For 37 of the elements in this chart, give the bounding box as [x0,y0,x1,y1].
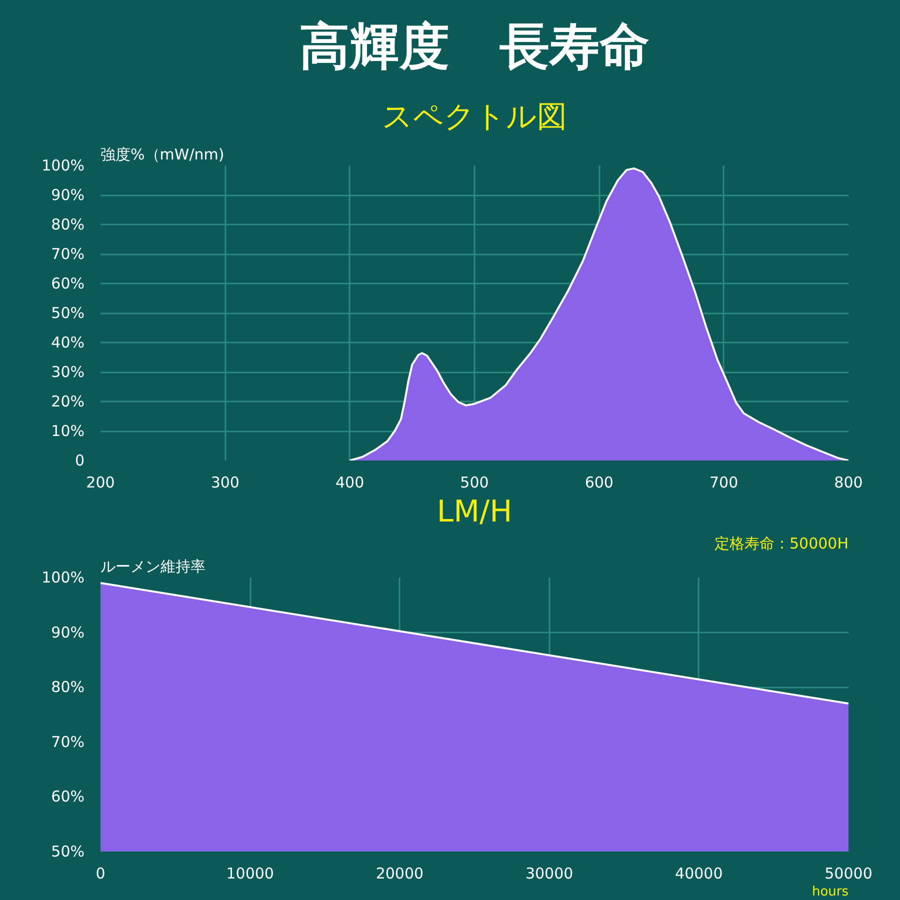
y-axis-title: ルーメン維持率 [100,558,206,576]
text: 定格寿命：50000H [714,534,849,552]
y-axis-title: 強度%（mW/nm) [100,146,224,164]
chart-title: 高輝度 長寿命 [300,18,650,76]
x-tick-label: 50000 [824,864,872,882]
x-tick-label: 20000 [376,864,424,882]
y-tick-label: 100% [42,156,85,174]
x-tick-label: 800 [834,474,863,492]
y-tick-label: 50% [51,842,85,860]
y-tick-label: 0 [74,452,85,470]
x-tick-label: 500 [460,474,489,492]
y-tick-label: 20% [51,392,85,410]
x-tick-label: 600 [584,474,614,492]
y-tick-label: 50% [51,304,85,322]
x-tick-label: 30000 [525,864,574,882]
y-tick-label: 60% [51,274,85,292]
y-tick-label: 70% [51,732,85,751]
x-tick-label: 0 [96,864,106,882]
x-tick-label: 10000 [226,864,274,882]
chart-title: LM/H [436,494,512,530]
x-tick-label: 40000 [675,864,723,882]
x-tick-label: 700 [710,474,738,492]
y-tick-label: 10% [51,422,85,440]
x-tick-label: 400 [336,474,364,492]
x-tick-label: 200 [86,474,115,492]
chart-subtitle: スペクトル図 [382,100,567,134]
y-tick-label: 90% [51,623,85,642]
x-tick-label: 300 [210,474,240,492]
y-tick-label: 70% [51,245,85,263]
y-tick-label: 40% [51,334,85,352]
y-tick-label: 90% [51,186,85,204]
x-axis-title: hours [812,884,849,900]
y-tick-label: 60% [51,788,85,806]
y-tick-label: 80% [51,678,85,696]
y-tick-label: 100% [42,568,85,586]
y-tick-label: 30% [51,363,85,381]
y-tick-label: 80% [51,216,85,234]
